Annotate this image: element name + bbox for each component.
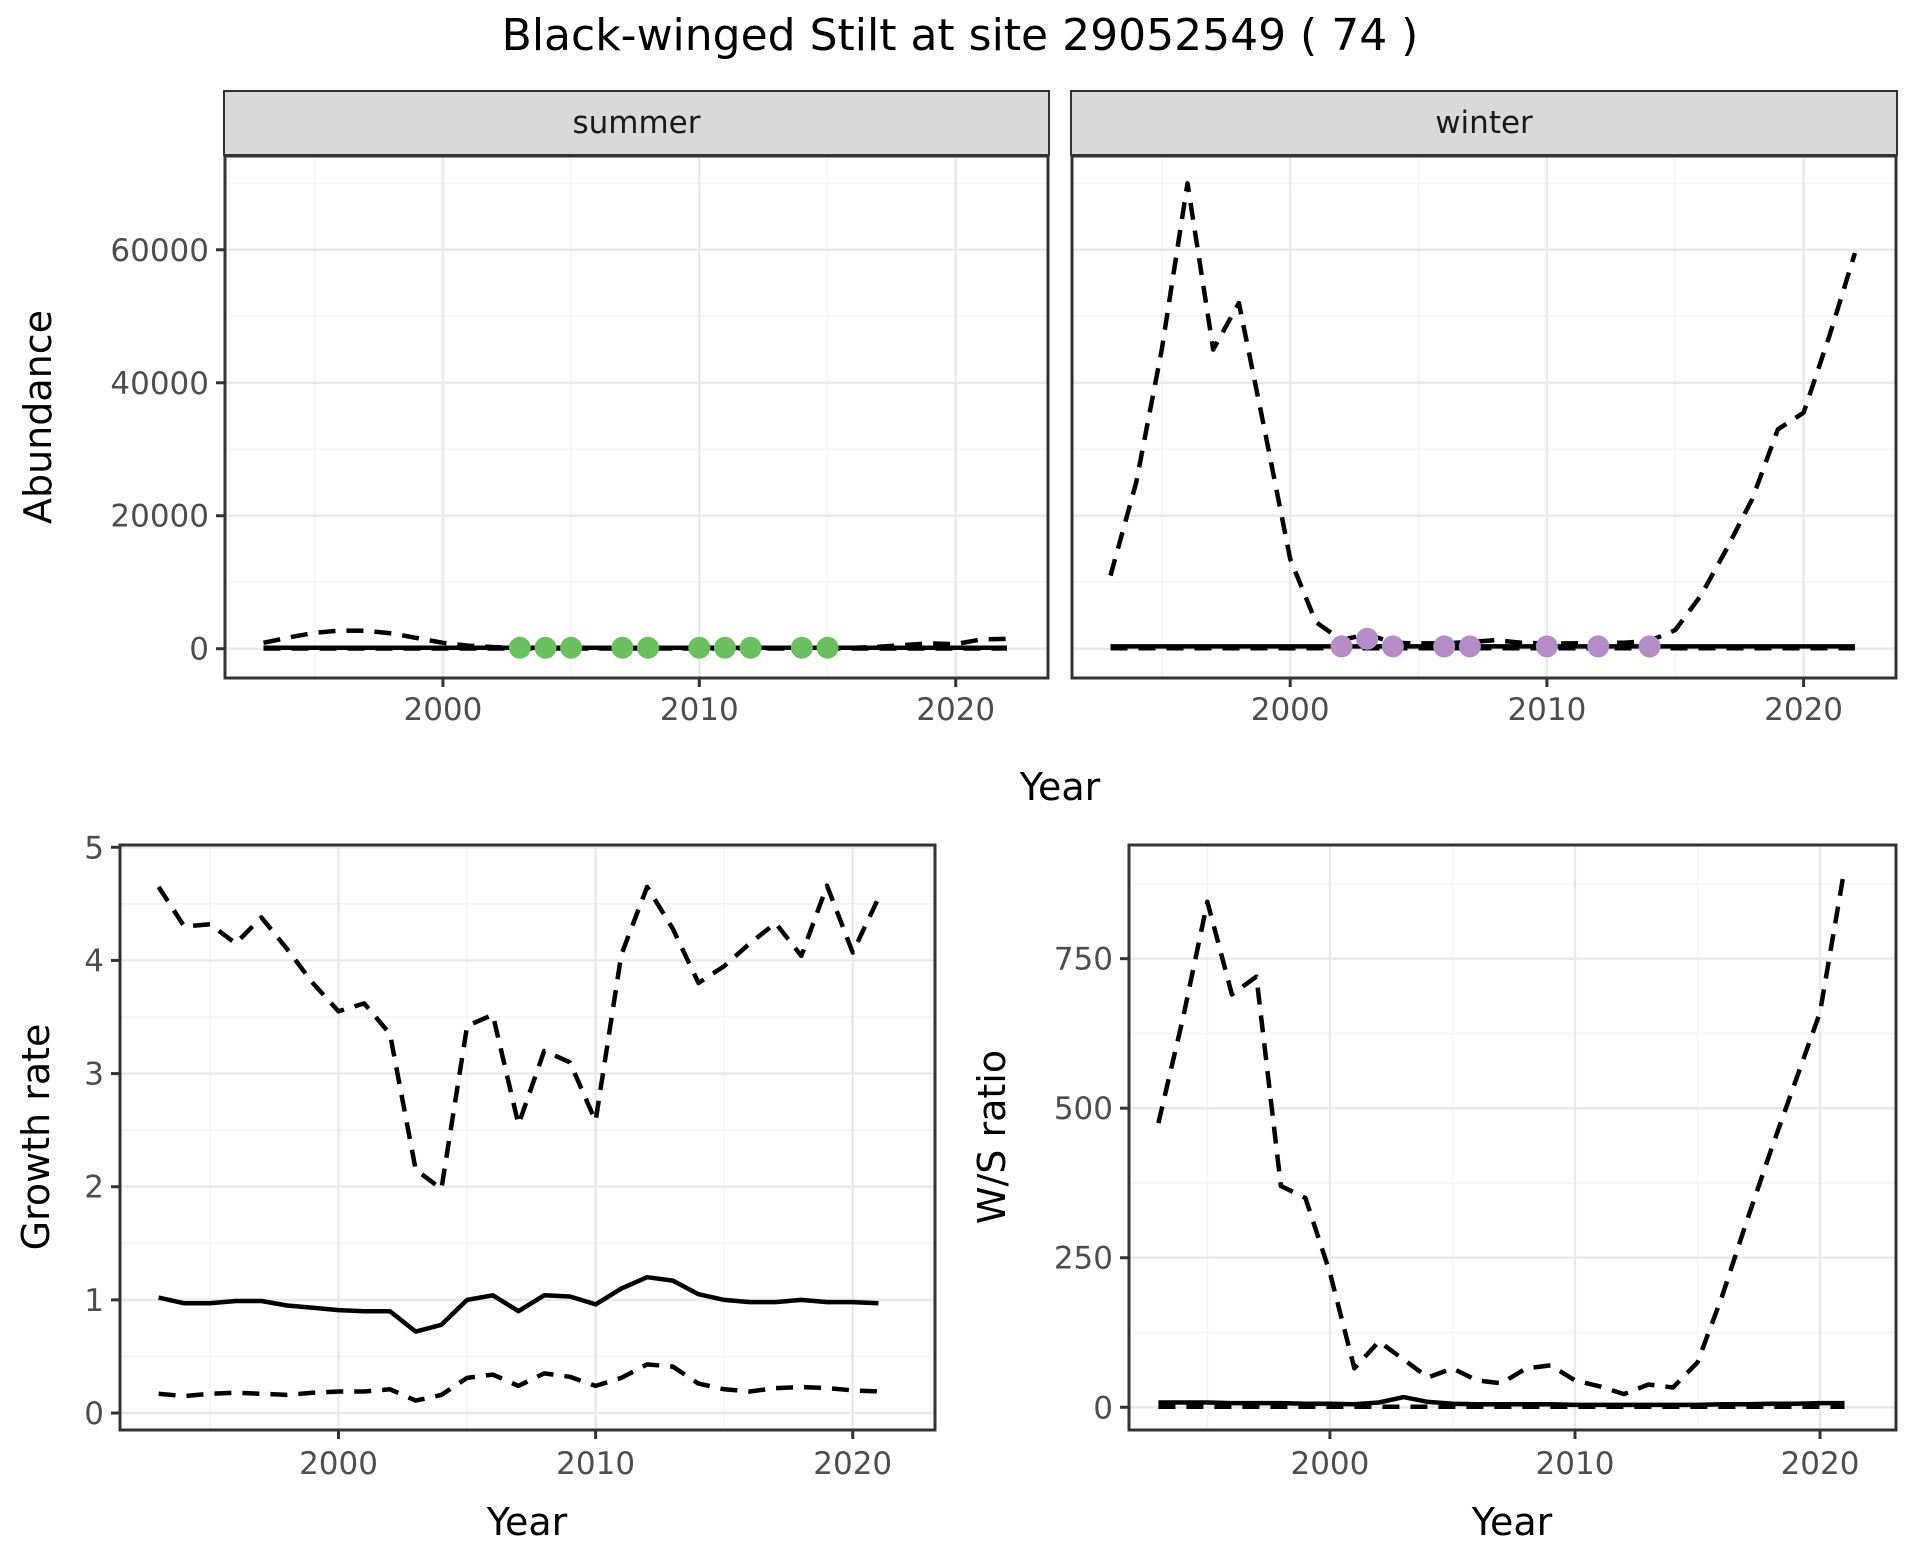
- growth-rate-median-line: [158, 1274, 879, 1334]
- x-tick-label: 2020: [813, 1446, 892, 1482]
- y-tick-label: 40000: [110, 366, 209, 402]
- observation-point: [1330, 635, 1353, 658]
- observation-point: [1587, 635, 1610, 658]
- observation-point: [1356, 627, 1379, 650]
- y-tick-label: 500: [1054, 1091, 1113, 1127]
- panel-border: [118, 843, 937, 1432]
- y-axis-label-abundance: Abundance: [16, 309, 60, 525]
- series-group: [1108, 181, 1858, 658]
- panel-background: [120, 845, 935, 1430]
- abundance-summer-observed-points: [508, 636, 839, 659]
- x-tick-label: 2000: [1290, 1446, 1369, 1482]
- panel-background: [1129, 845, 1896, 1430]
- series-group: [156, 883, 881, 1403]
- axis-ticks: 2000 2010 2020 0 250 500 750: [1054, 942, 1860, 1482]
- axis-ticks: 2000 2010 2020 0 1 2 3 4 5: [84, 830, 892, 1482]
- y-tick-label: 0: [84, 1396, 104, 1432]
- series-group: [1156, 868, 1847, 1409]
- y-tick-label: 4: [84, 943, 104, 979]
- y-tick-label: 5: [84, 830, 104, 866]
- abundance-summer-chart: 2000 2010 2020 0 20000 40000 60000: [110, 154, 1050, 728]
- x-axis-label-year-top: Year: [1019, 765, 1101, 809]
- y-tick-label: 60000: [110, 233, 209, 269]
- abundance-winter-observed-points: [1330, 627, 1661, 658]
- gridlines: [1129, 845, 1896, 1430]
- x-axis-label-year-growth: Year: [486, 1500, 568, 1544]
- growth-rate-chart: 2000 2010 2020 0 1 2 3 4 5: [84, 830, 937, 1482]
- growth-rate-upper-95ci-line: [156, 883, 881, 1192]
- y-tick-label: 1: [84, 1283, 104, 1319]
- observation-point: [1458, 635, 1481, 658]
- axis-ticks: 2000 2010 2020 0 20000 40000 60000: [110, 233, 995, 728]
- y-tick-label: 0: [189, 632, 209, 668]
- observation-point: [739, 636, 762, 659]
- abundance-winter-chart: 2000 2010 2020: [1070, 154, 1898, 728]
- observation-point: [1433, 635, 1456, 658]
- observation-point: [816, 636, 839, 659]
- ws-ratio-median-line: [1158, 1394, 1845, 1408]
- y-tick-label: 20000: [110, 499, 209, 535]
- gridlines: [225, 156, 1048, 678]
- x-tick-label: 2010: [1536, 1446, 1615, 1482]
- x-tick-label: 2010: [660, 692, 739, 728]
- panel-border: [1127, 843, 1898, 1432]
- y-tick-label: 2: [84, 1170, 104, 1206]
- y-tick-label: 0: [1093, 1390, 1113, 1426]
- observation-point: [560, 636, 583, 659]
- x-tick-label: 2020: [1764, 692, 1843, 728]
- ws-ratio-chart: 2000 2010 2020 0 250 500 750: [1054, 843, 1898, 1482]
- x-tick-label: 2010: [1507, 692, 1586, 728]
- facet-strip-summer: summer: [223, 90, 1050, 156]
- observation-point: [508, 636, 531, 659]
- y-tick-label: 3: [84, 1057, 104, 1093]
- facet-strip-summer-label: summer: [572, 105, 701, 141]
- series-group: [263, 628, 1008, 659]
- facet-strip-winter-label: winter: [1435, 105, 1533, 141]
- x-tick-label: 2000: [299, 1446, 378, 1482]
- observation-point: [790, 636, 813, 659]
- growth-rate-lower-95ci-line: [158, 1362, 879, 1403]
- observation-point: [688, 636, 711, 659]
- x-tick-label: 2020: [916, 692, 995, 728]
- observation-point: [1638, 635, 1661, 658]
- observation-point: [1381, 635, 1404, 658]
- observation-point: [637, 636, 660, 659]
- observation-point: [534, 636, 557, 659]
- panel-border: [223, 154, 1050, 680]
- observation-point: [611, 636, 634, 659]
- observation-point: [713, 636, 736, 659]
- panel-background: [225, 156, 1048, 678]
- x-tick-label: 2020: [1781, 1446, 1860, 1482]
- y-tick-label: 250: [1054, 1241, 1113, 1277]
- abundance-winter-upper-95ci-line: [1108, 181, 1858, 646]
- page-title: Black-winged Stilt at site 29052549 ( 74…: [501, 10, 1419, 61]
- observation-point: [1535, 635, 1558, 658]
- x-tick-label: 2010: [556, 1446, 635, 1482]
- axis-ticks: 2000 2010 2020: [1251, 678, 1843, 728]
- panel-border: [1070, 154, 1898, 680]
- x-tick-label: 2000: [403, 692, 482, 728]
- facet-strip-winter: winter: [1070, 90, 1898, 156]
- x-axis-label-year-ws: Year: [1471, 1500, 1553, 1544]
- x-tick-label: 2000: [1251, 692, 1330, 728]
- panel-background: [1072, 156, 1896, 678]
- y-tick-label: 750: [1054, 942, 1113, 978]
